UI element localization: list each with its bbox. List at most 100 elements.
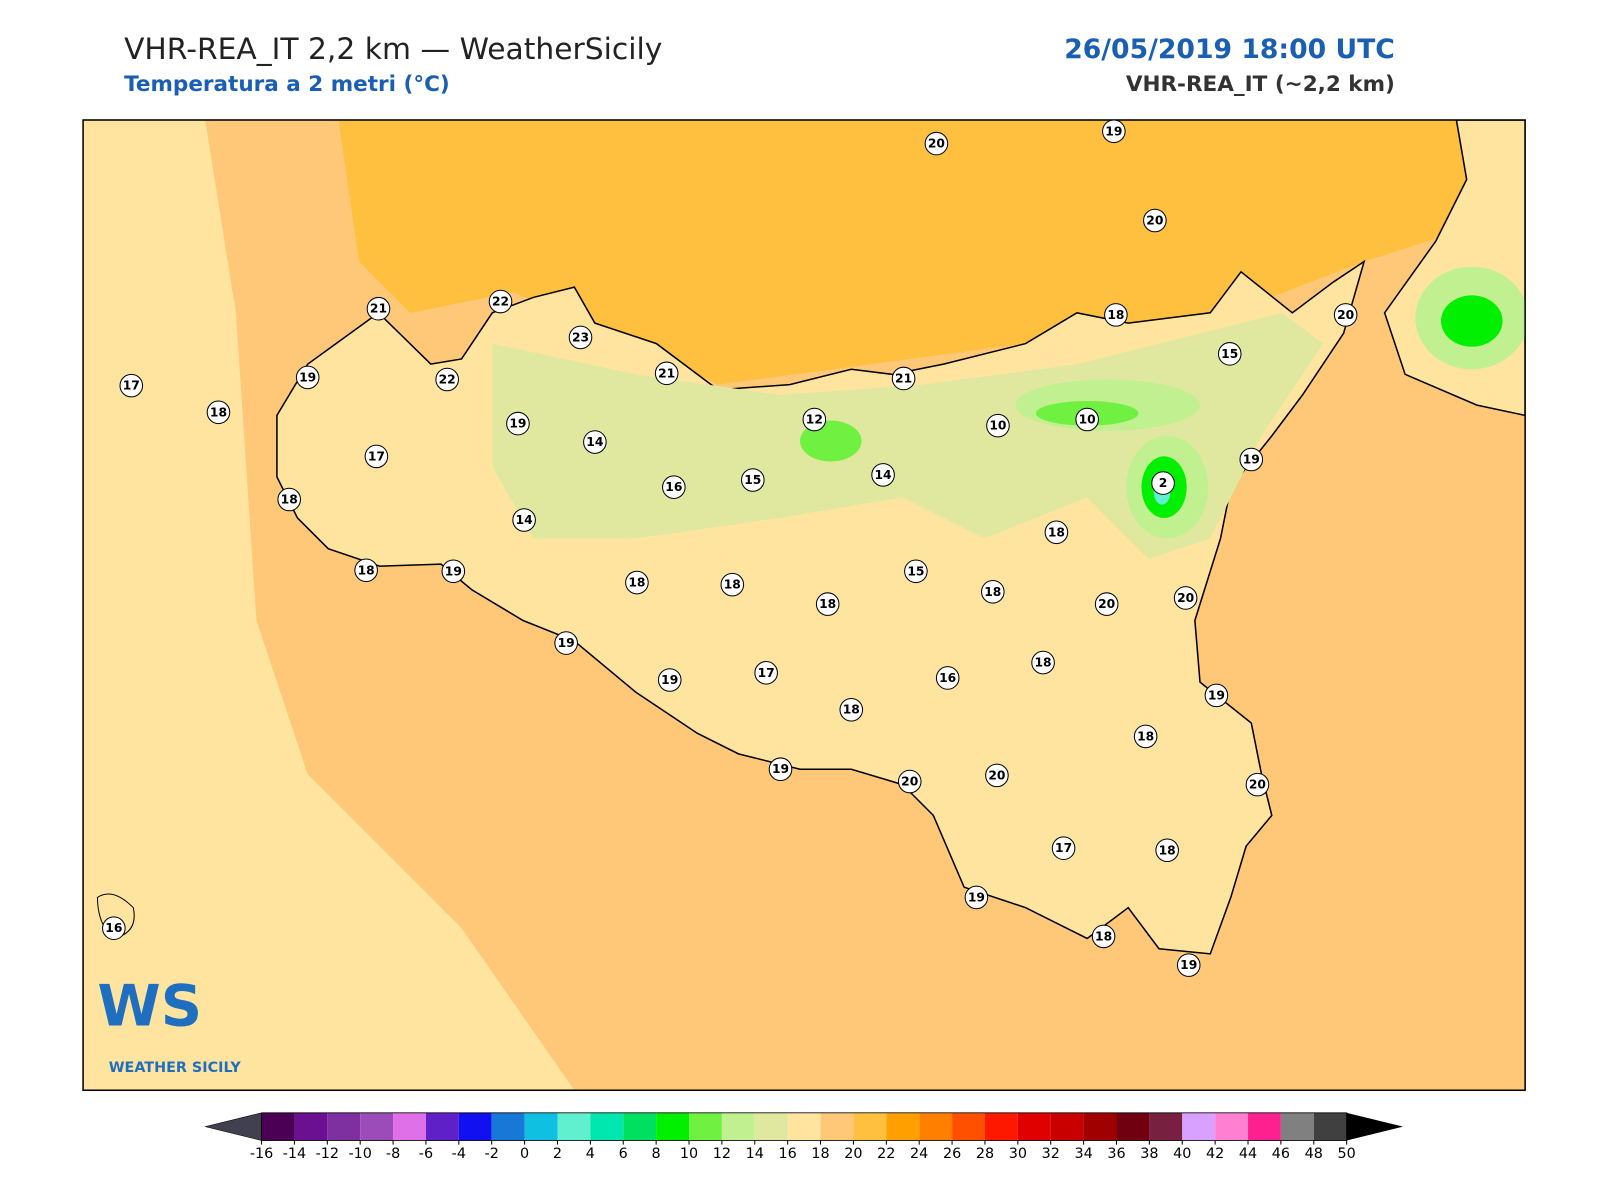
station-value: 10 [1079,412,1096,426]
station-marker [1091,924,1116,949]
colorbar-tick-label: -12 [316,1146,339,1162]
colorbar-tick-label: 26 [943,1146,961,1162]
colorbar-bin [689,1112,722,1141]
colorbar-frame [261,1112,1348,1141]
station-marker [1031,650,1055,675]
colorbar-tick-label: 6 [619,1146,628,1162]
station-value: 16 [105,921,122,935]
colorbar-tick-label: 12 [713,1146,731,1162]
colorbar-bin [984,1112,1018,1141]
mild-zone [492,312,1324,559]
model: VHR-REA_IT (~2,2 km) [1126,72,1395,97]
colorbar-bin [623,1112,657,1141]
station-value: 21 [658,366,675,380]
colorbar-tick-label: 38 [1140,1146,1158,1162]
warm-sea [338,120,1526,385]
station-marker [1151,471,1175,495]
station-value: 14 [875,468,892,482]
title: VHR-REA_IT 2,2 km — WeatherSicily [124,32,662,67]
colorbar-tick-label: 0 [520,1146,529,1162]
station-value: 20 [928,137,945,151]
colorbar-tick-label: 24 [910,1146,928,1162]
station-value: 18 [724,578,741,592]
station-value: 16 [939,671,956,685]
colorbar-tick-label: 10 [680,1146,698,1162]
cool-sea [83,119,575,1091]
colorbar-bin [1050,1112,1084,1141]
colorbar-bin [656,1112,690,1141]
station-value: 19 [1243,452,1260,466]
station-value: 22 [439,372,456,386]
colorbar-over [1346,1112,1404,1141]
station-value: 10 [989,419,1006,433]
station-value: 18 [843,703,860,717]
station-value: 18 [1137,729,1154,743]
station-value: 17 [368,449,385,463]
station-marker [1204,683,1229,708]
station-value: 19 [558,636,575,650]
station-marker [354,558,378,583]
colorbar-tick-label: 48 [1305,1146,1323,1162]
station-marker [839,697,864,722]
station-value: 18 [984,585,1001,599]
colorbar-bin [393,1112,426,1141]
colorbar-bin [458,1112,492,1141]
station-value: 23 [572,330,589,344]
station-marker [1104,303,1128,327]
colorbar-bin [557,1112,591,1141]
colorbar-bin [1280,1112,1314,1141]
cool-zone [1441,295,1503,347]
colorbar: -16 -14 -12 -10 -8 -6 -4 -2 0 2 4 6 8 10 12 14 16 18 20 22 2… [205,1112,1404,1162]
colorbar-tick-label: 46 [1272,1146,1290,1162]
station-marker [897,769,922,794]
station-marker [1051,836,1076,860]
colorbar-bin [787,1112,821,1141]
station-marker [964,885,989,910]
colorbar-bin [327,1112,361,1141]
station-marker [583,430,607,454]
station-value: 15 [907,564,924,578]
colorbar-bin [491,1112,525,1141]
station-value: 14 [586,435,603,449]
station-marker [1176,953,1201,977]
station-value: 22 [492,295,509,309]
station-marker [366,296,391,321]
station-value: 18 [1107,308,1124,322]
colorbar-tick-label: 44 [1239,1146,1257,1162]
station-marker [986,413,1010,438]
station-marker [891,366,916,391]
station-value: 18 [819,597,836,611]
colorbar-bin [853,1112,887,1141]
field [83,119,1526,1091]
station-marker [277,487,302,512]
station-value: 18 [1048,525,1065,539]
station-value: 20 [1098,597,1115,611]
colorbar-tick-label: 36 [1107,1146,1125,1162]
station-value: 19 [1208,688,1225,702]
station-value: 19 [968,890,985,904]
station-marker [924,131,949,156]
station-marker [802,407,827,432]
station-value: 20 [1337,308,1354,322]
station-value: 19 [661,673,678,687]
station-marker [1217,342,1242,366]
station-value: 21 [370,302,387,316]
station-value: 21 [895,371,912,385]
station-marker [1133,724,1158,749]
station-marker [295,365,320,390]
colorbar-tick-label: -6 [419,1146,433,1162]
colorbar-tick-label: 30 [1009,1146,1027,1162]
station-value: 18 [281,492,298,506]
colorbar-bin [425,1112,459,1141]
station-marker [1155,838,1179,863]
colorbar-bin [1215,1112,1249,1141]
station-marker [1239,447,1264,472]
logo-mark: WS [97,973,202,1040]
station-marker [662,475,686,499]
station-marker [1173,586,1198,610]
colorbar-tick-label: 32 [1042,1146,1060,1162]
colorbar-bin [360,1112,394,1141]
station-value: 14 [516,513,533,527]
colorbar-bin [524,1112,558,1141]
